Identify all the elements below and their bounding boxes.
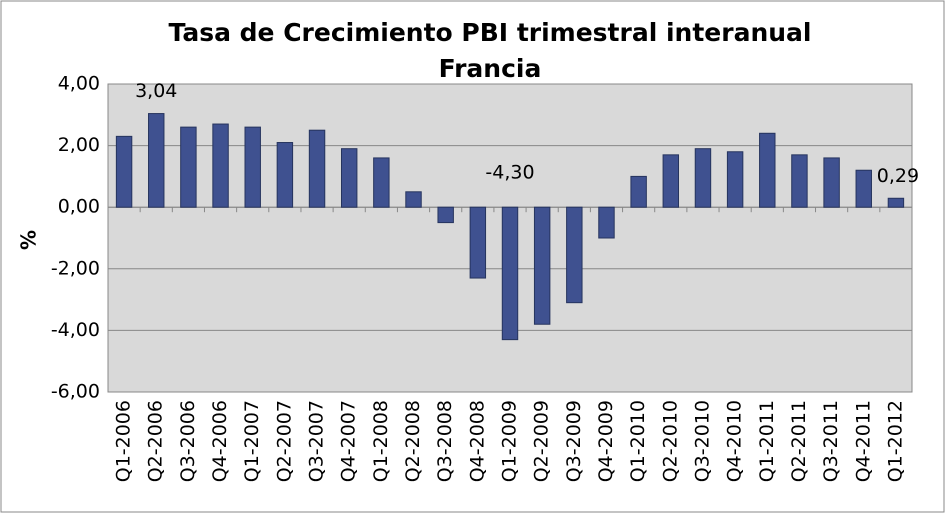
bar [244,126,261,208]
chart-subtitle: Francia [439,54,542,83]
x-tick-label: Q3-2006 [177,400,199,482]
x-tick-label: Q2-2006 [145,400,167,482]
x-tick-label: Q3-2007 [306,400,328,482]
bar [630,175,647,208]
x-tick-label: Q1-2010 [627,400,649,482]
bar [759,132,776,208]
x-tick-label: Q4-2011 [852,400,874,482]
x-tick-label: Q1-2006 [113,400,135,482]
bar [726,151,744,208]
bar [276,142,294,208]
bar [501,206,519,341]
bar [694,148,712,208]
y-tick-label: 2,00 [58,134,100,156]
data-label: -4,30 [485,162,534,184]
bar [437,206,454,224]
x-tick-label: Q1-2007 [241,400,263,482]
bar [855,169,872,208]
bar [469,206,487,279]
x-tick-label: Q3-2010 [691,400,713,482]
bar [148,113,165,208]
data-label: 0,29 [877,165,919,187]
bar [308,129,326,208]
x-tick-label: Q4-2007 [338,400,360,482]
x-tick-label: Q3-2008 [434,400,456,482]
x-tick-label: Q4-2006 [209,400,231,482]
bar [598,206,615,239]
x-tick-label: Q4-2010 [724,400,746,482]
x-tick-label: Q4-2008 [466,400,488,482]
bar [115,135,133,208]
x-tick-label: Q1-2008 [370,400,392,482]
x-tick-label: Q1-2011 [756,400,778,482]
y-axis-label: % [17,230,41,250]
x-tick-label: Q1-2012 [884,400,906,482]
x-tick-label: Q2-2009 [531,400,553,482]
bar [887,197,905,208]
x-tick-label: Q3-2011 [820,400,842,482]
bar [340,148,358,208]
bar [566,206,583,304]
x-tick-label: Q2-2008 [402,400,424,482]
bar [823,157,840,208]
bar [533,206,551,325]
x-tick-label: Q2-2007 [273,400,295,482]
y-tick-label: 0,00 [58,196,100,218]
bar [212,123,229,208]
x-tick-label: Q2-2011 [788,400,810,482]
y-tick-label: 4,00 [58,73,100,95]
x-tick-label: Q2-2010 [659,400,681,482]
x-tick-label: Q4-2009 [595,400,617,482]
y-tick-label: -2,00 [51,257,100,279]
bar [405,191,422,208]
y-tick-label: -6,00 [51,381,100,403]
data-label: 3,04 [135,80,177,102]
y-tick-label: -4,00 [51,319,100,341]
bar [373,157,390,208]
bar [791,154,808,208]
x-tick-label: Q3-2009 [563,400,585,482]
bar [662,154,680,208]
x-tick-label: Q1-2009 [499,400,521,482]
bar [180,126,197,208]
chart-title: Tasa de Crecimiento PBI trimestral inter… [169,18,812,47]
